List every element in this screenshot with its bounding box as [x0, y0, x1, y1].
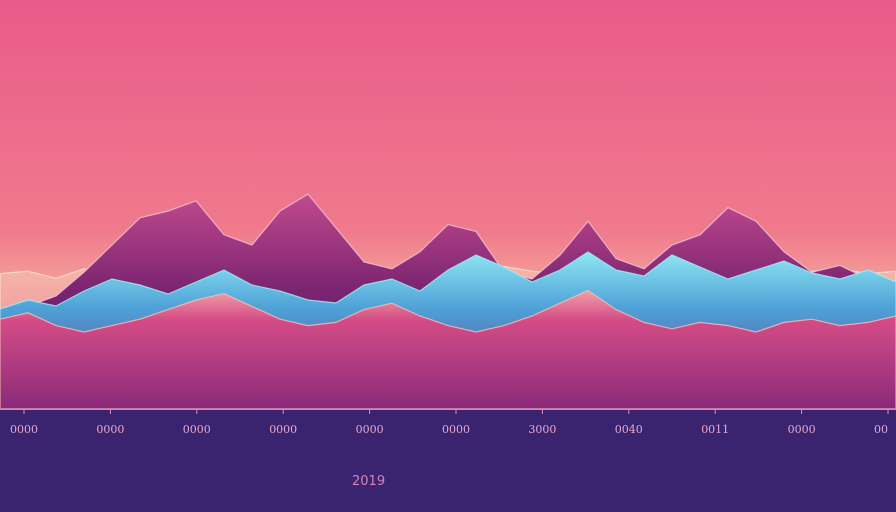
- x-axis-ticks: 0000 0000 0000 0000 0000 0000 3000 0040 0011 0000…: [10, 409, 889, 436]
- area-series-front: [0, 289, 896, 410]
- x-tick-label: 00: [874, 423, 888, 436]
- x-tick-label: 0000: [96, 423, 124, 436]
- x-tick-label: 0000: [788, 423, 816, 436]
- x-tick-label: 0000: [442, 423, 470, 436]
- x-tick-label: 0040: [615, 423, 643, 436]
- x-tick-label: 3000: [528, 423, 556, 436]
- spike-lines: [105, 58, 792, 312]
- x-tick-label: 0000: [10, 423, 38, 436]
- base-band: [0, 409, 896, 512]
- x-tick-label: 0011: [701, 423, 729, 436]
- x-tick-label: 0000: [269, 423, 297, 436]
- x-tick-label: 0000: [183, 423, 211, 436]
- year-label: 2019: [352, 474, 385, 489]
- x-tick-label: 0000: [356, 423, 384, 436]
